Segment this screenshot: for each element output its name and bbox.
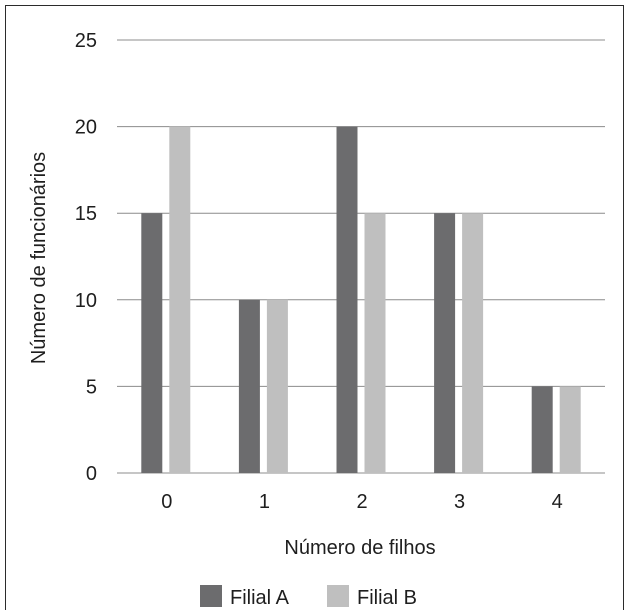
y-tick-label: 25: [75, 30, 97, 52]
x-tick-labels: 0 1 2 3 4: [161, 491, 563, 513]
y-axis-label: Número de funcionários: [28, 152, 50, 364]
x-tick-label: 0: [161, 491, 172, 513]
y-tick-label: 0: [86, 463, 97, 485]
y-tick-labels: 0 5 10 15 20 25: [75, 30, 97, 485]
bar-filial-b-1: [266, 299, 288, 473]
bars: [141, 126, 581, 473]
legend-label: Filial A: [230, 587, 290, 609]
y-tick-label: 15: [75, 203, 97, 225]
bar-filial-a-4: [531, 386, 553, 473]
legend-swatch: [327, 585, 349, 607]
x-tick-label: 1: [259, 491, 270, 513]
y-tick-label: 20: [75, 117, 97, 139]
x-axis-label: Número de filhos: [284, 537, 435, 559]
legend-label: Filial B: [357, 587, 417, 609]
gridlines: [117, 39, 605, 474]
bar-filial-b-0: [169, 126, 191, 473]
y-tick-label: 5: [86, 376, 97, 398]
bar-filial-a-3: [434, 213, 456, 473]
bar-filial-b-3: [462, 213, 484, 473]
x-tick-label: 4: [552, 491, 563, 513]
bar-filial-a-1: [238, 299, 260, 473]
legend: Filial A Filial B: [200, 585, 417, 609]
x-tick-label: 3: [454, 491, 465, 513]
bar-filial-b-4: [559, 386, 581, 473]
bar-filial-a-2: [336, 126, 358, 473]
y-tick-label: 10: [75, 290, 97, 312]
bar-filial-a-0: [141, 213, 163, 473]
chart-frame: [5, 5, 624, 610]
legend-swatch: [200, 585, 222, 607]
x-tick-label: 2: [356, 491, 367, 513]
bar-filial-b-2: [364, 213, 386, 473]
